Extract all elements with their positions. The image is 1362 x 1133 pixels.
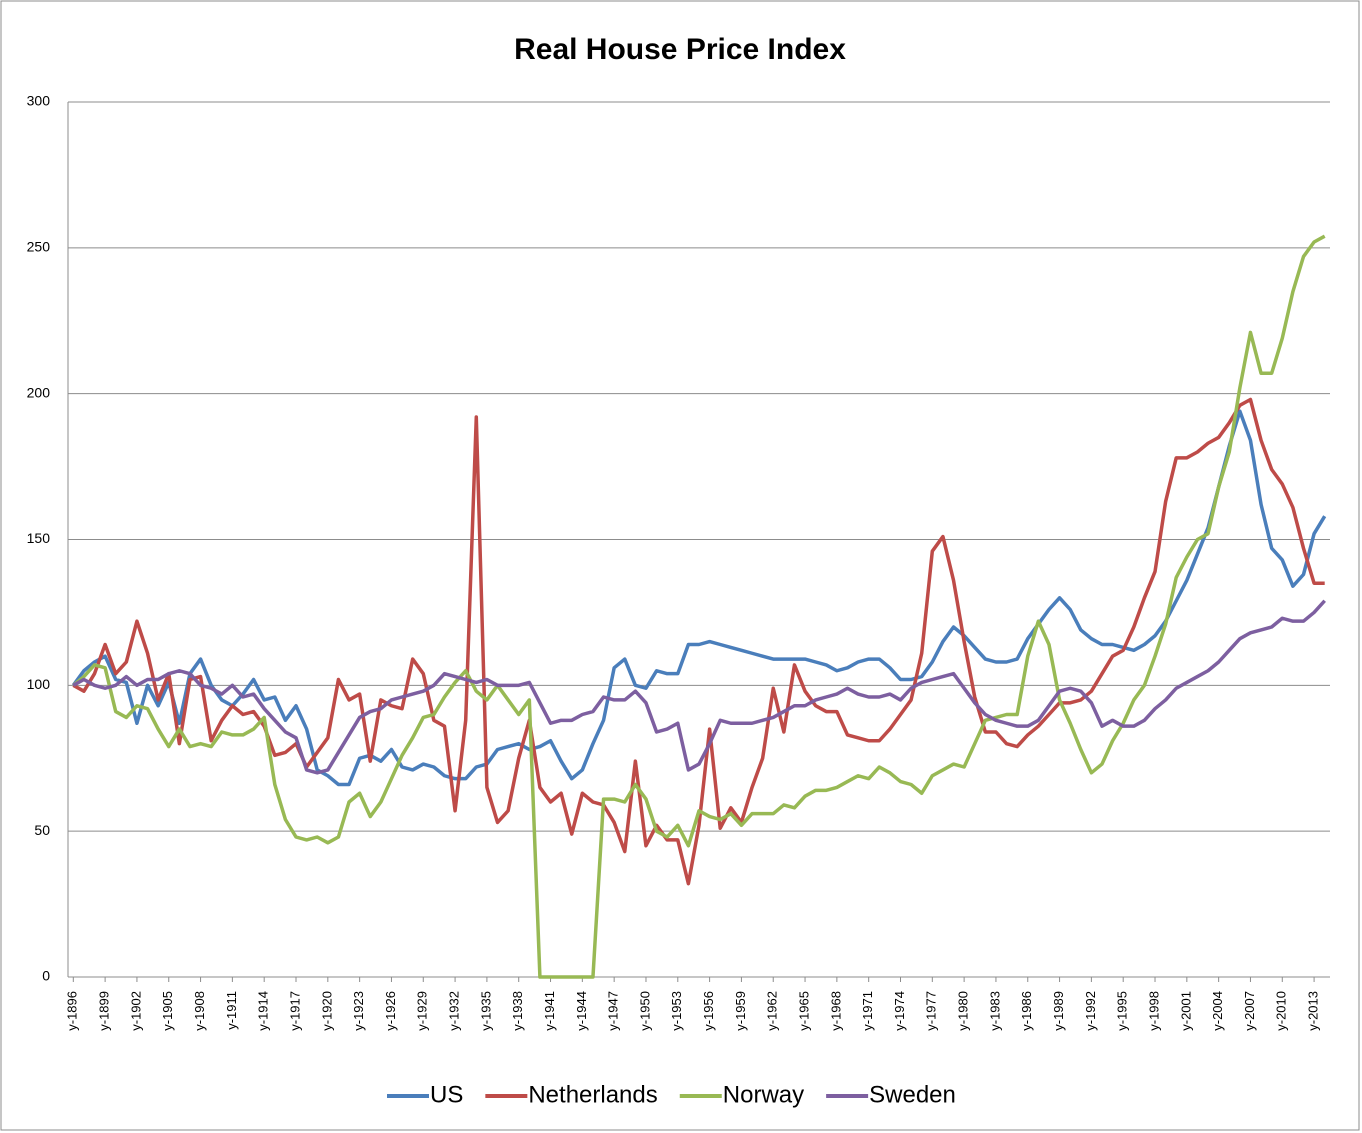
x-tick-label: y-1962 [765, 991, 780, 1031]
legend-label: US [430, 1081, 463, 1108]
x-tick-label: y-1965 [796, 991, 811, 1031]
x-tick-label: y-1989 [1051, 991, 1066, 1031]
x-tick-label: y-1950 [637, 991, 652, 1031]
x-tick-label: y-1926 [383, 991, 398, 1031]
y-tick-label: 300 [27, 93, 51, 109]
line-series [72, 397, 1325, 886]
x-tick-label: y-1983 [987, 991, 1002, 1031]
y-tick-label: 50 [34, 822, 50, 838]
line-series [72, 599, 1326, 775]
line-series [71, 409, 1327, 787]
y-tick-label: 250 [27, 239, 51, 255]
x-tick-label: y-1974 [892, 991, 907, 1031]
x-tick-label: y-2010 [1274, 991, 1289, 1031]
x-tick-label: y-1917 [287, 991, 302, 1031]
y-tick-label: 150 [27, 530, 51, 546]
legend-label: Sweden [869, 1081, 956, 1108]
legend-label: Netherlands [528, 1081, 657, 1108]
x-tick-label: y-1923 [351, 991, 366, 1031]
chart-title: Real House Price Index [514, 33, 846, 66]
legend-label: Norway [723, 1081, 804, 1108]
x-tick-label: y-1896 [65, 991, 80, 1031]
x-tick-label: y-1938 [510, 991, 525, 1031]
x-tick-label: y-1929 [415, 991, 430, 1031]
x-tick-label: y-1935 [478, 991, 493, 1031]
line-series [72, 234, 1326, 979]
x-tick-label: y-1905 [160, 991, 175, 1031]
x-tick-label: y-1911 [224, 991, 239, 1030]
x-tick-label: y-1998 [1146, 991, 1161, 1031]
y-tick-label: 100 [27, 676, 51, 692]
x-tick-label: y-1986 [1019, 991, 1034, 1031]
y-tick-label: 0 [42, 968, 50, 984]
x-tick-label: y-1947 [606, 991, 621, 1031]
x-tick-label: y-2004 [1210, 991, 1225, 1031]
x-tick-label: y-1914 [256, 991, 271, 1031]
x-tick-label: y-1956 [701, 991, 716, 1031]
x-tick-label: y-1902 [128, 991, 143, 1031]
x-tick-label: y-1932 [447, 991, 462, 1031]
x-tick-label: y-2013 [1306, 991, 1321, 1031]
x-tick-label: y-1941 [542, 991, 557, 1031]
x-tick-label: y-2001 [1178, 991, 1193, 1031]
y-tick-label: 200 [27, 384, 51, 400]
x-tick-label: y-1995 [1115, 991, 1130, 1031]
x-tick-label: y-1992 [1083, 991, 1098, 1031]
x-tick-label: y-1953 [669, 991, 684, 1031]
x-tick-label: y-1920 [319, 991, 334, 1031]
x-tick-label: y-1971 [860, 991, 875, 1031]
x-tick-label: y-1968 [828, 991, 843, 1031]
x-tick-label: y-1980 [956, 991, 971, 1031]
x-tick-label: y-2007 [1242, 991, 1257, 1031]
x-tick-label: y-1908 [192, 991, 207, 1031]
x-tick-label: y-1899 [97, 991, 112, 1031]
x-tick-label: y-1944 [574, 991, 589, 1031]
x-tick-label: y-1959 [733, 991, 748, 1031]
x-tick-label: y-1977 [924, 991, 939, 1031]
